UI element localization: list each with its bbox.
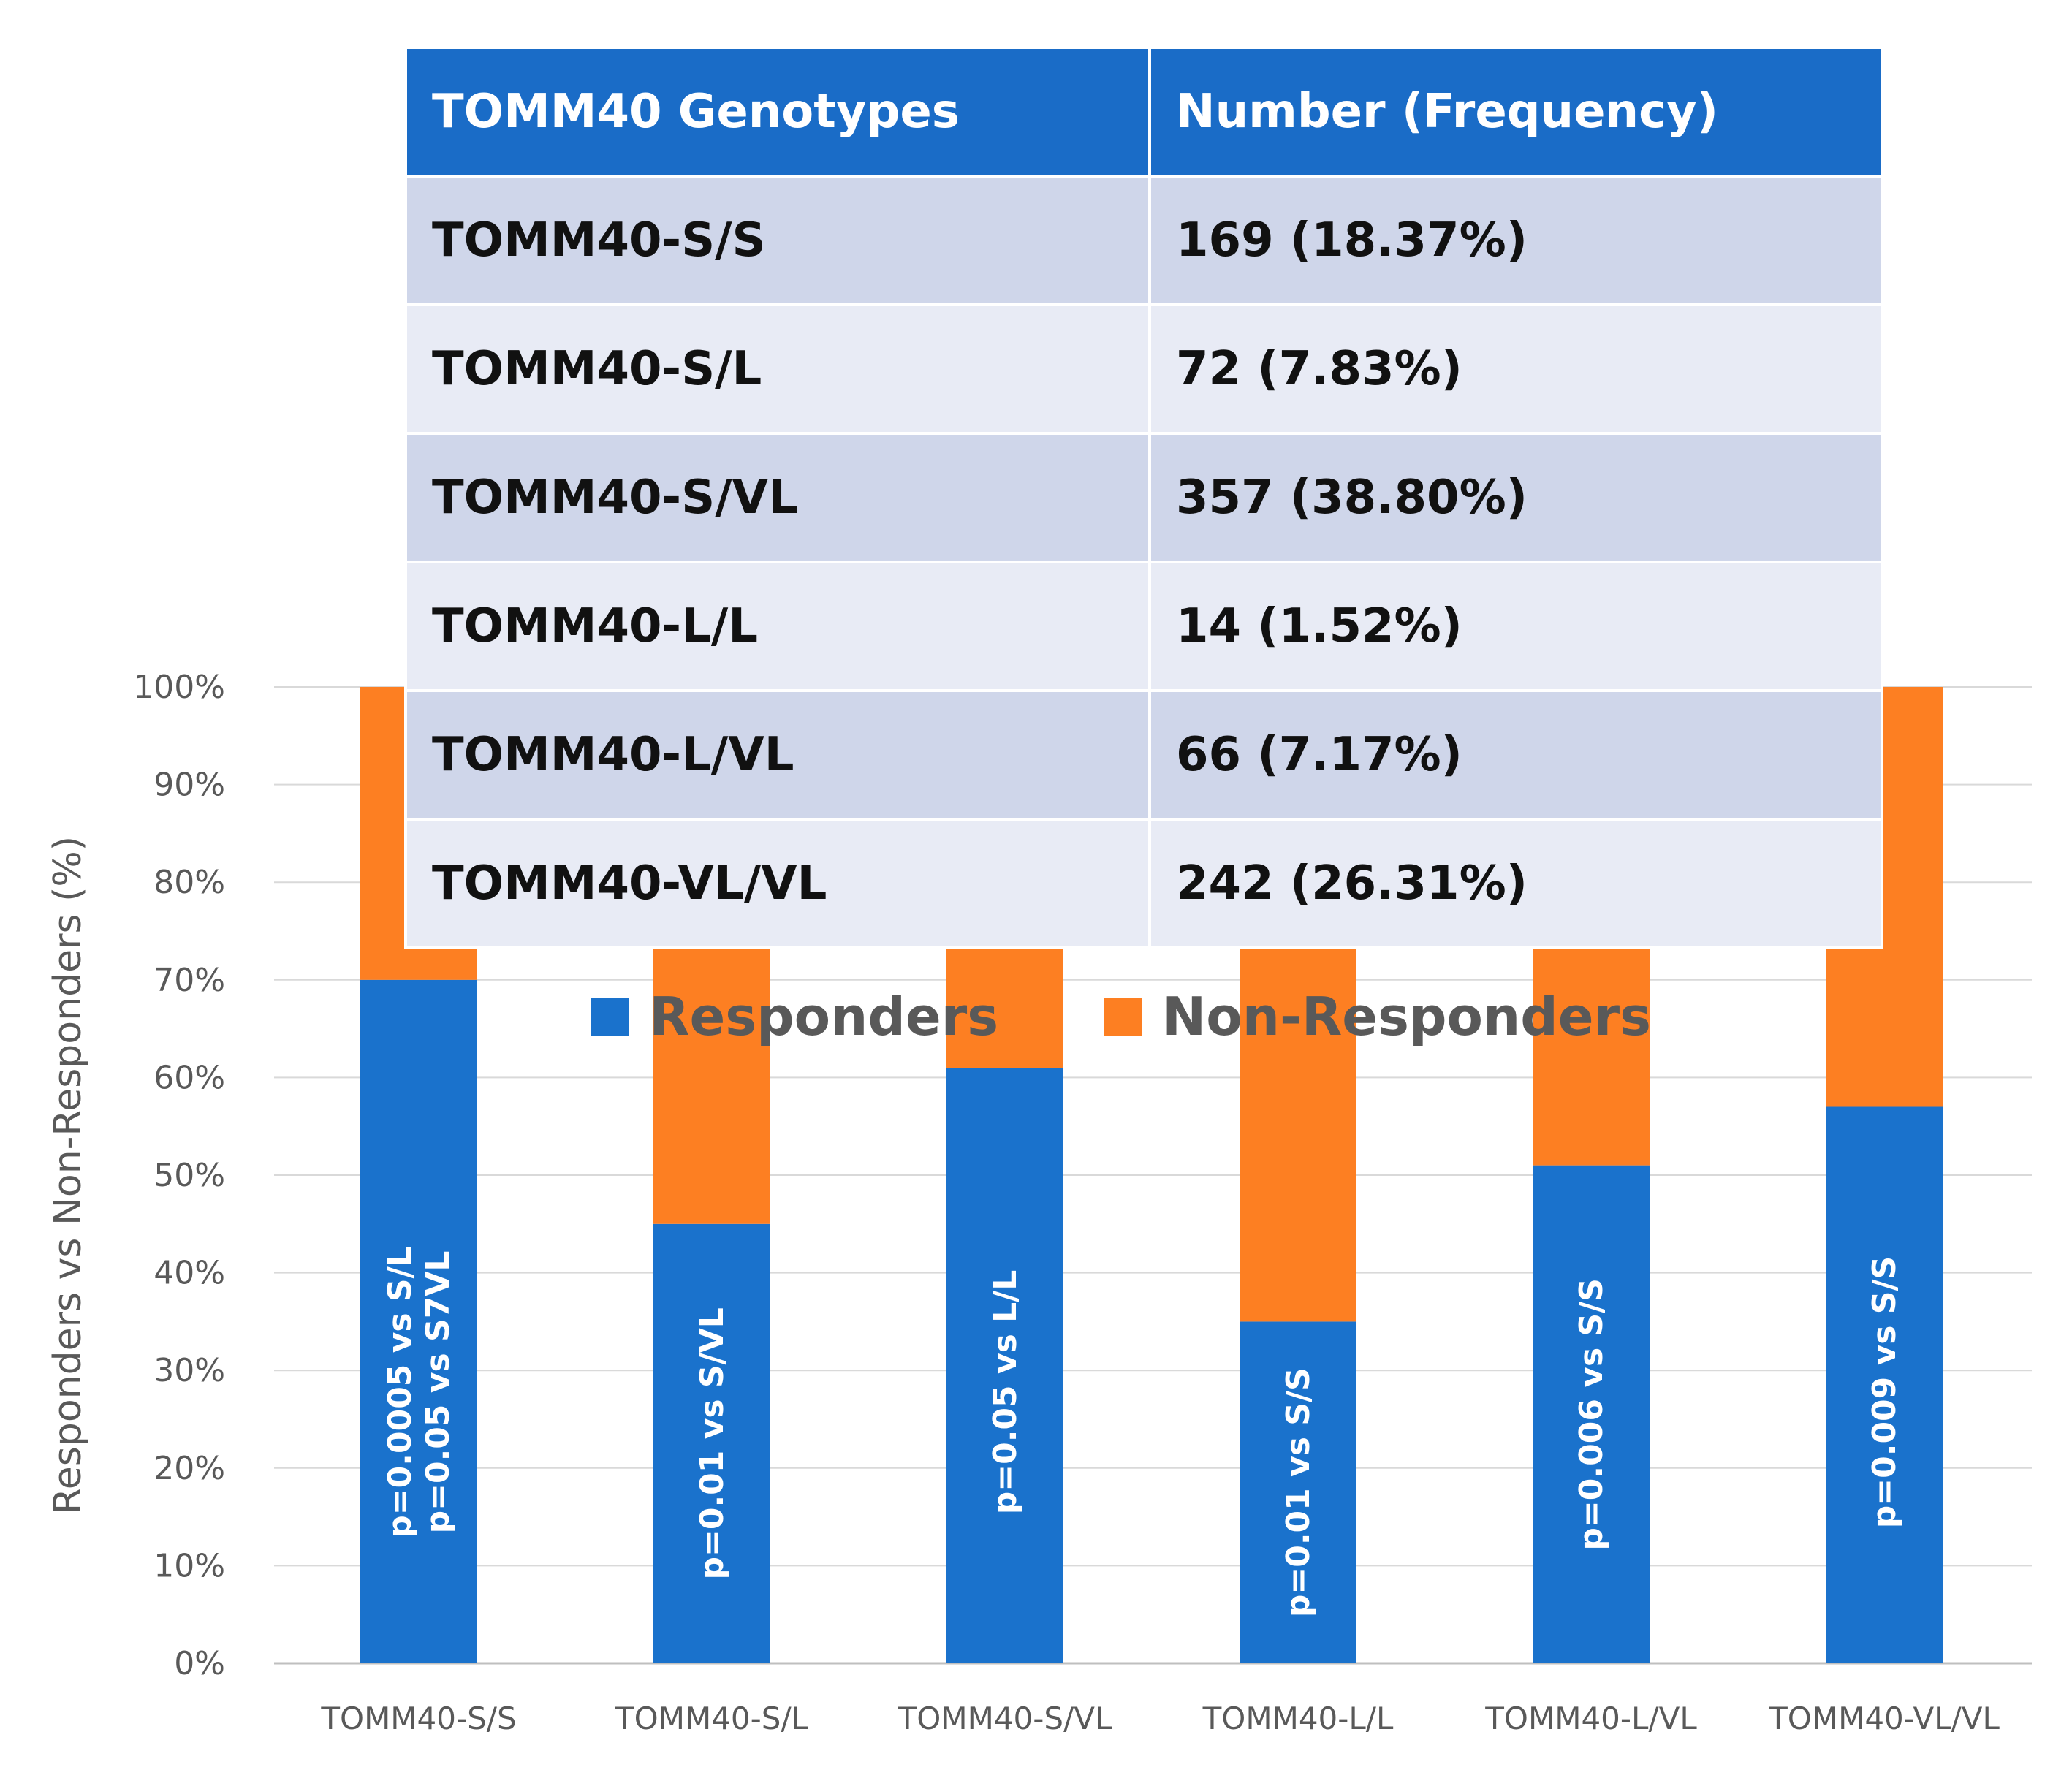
bar-responders xyxy=(360,979,477,1663)
bar-responders xyxy=(1826,1106,1943,1663)
y-tick-label: 0% xyxy=(174,1645,225,1682)
legend-swatch-non-responders xyxy=(1104,998,1142,1036)
y-tick-label: 70% xyxy=(153,962,225,999)
bar-pvalue-label: p=0.006 vs S/S xyxy=(1573,1278,1610,1550)
bar-pvalue-label: p=0.01 vs S/VL xyxy=(694,1307,731,1579)
bar-responders xyxy=(946,1068,1063,1663)
y-tick-label: 90% xyxy=(153,767,225,804)
y-axis-label: Responders vs Non-Responders (%) xyxy=(46,836,90,1514)
y-tick-label: 40% xyxy=(153,1255,225,1292)
header-genotypes: TOMM40 Genotypes xyxy=(404,46,1151,178)
x-tick-label: TOMM40-L/VL xyxy=(1484,1701,1697,1736)
legend-label-responders: Responders xyxy=(649,986,998,1047)
genotype-cell: TOMM40-L/VL xyxy=(404,689,1151,821)
frequency-cell: 169 (18.37%) xyxy=(1148,175,1883,306)
table-row: TOMM40-L/VL 66 (7.17%) xyxy=(404,689,1883,821)
y-axis-ticks: 0% 10% 20% 30% 40% 50% 60% 70% 80% 90% 100% xyxy=(133,669,225,1682)
legend: Responders Non-Responders xyxy=(591,986,1651,1047)
y-tick-label: 10% xyxy=(153,1547,225,1584)
table-row: TOMM40-VL/VL 242 (26.31%) xyxy=(404,818,1883,949)
x-tick-label: TOMM40-S/L xyxy=(615,1701,809,1736)
bar-pvalue-label: p=0.0005 vs S/L xyxy=(382,1246,419,1538)
x-tick-label: TOMM40-L/L xyxy=(1202,1701,1394,1736)
frequency-cell: 14 (1.52%) xyxy=(1148,561,1883,692)
x-axis-categories: TOMM40-S/S TOMM40-S/L TOMM40-S/VL TOMM40-L/… xyxy=(320,1701,2000,1736)
bar-pvalue-label: p=0.05 vs S7VL xyxy=(420,1251,457,1534)
bar-responders xyxy=(1533,1165,1650,1663)
bar-pvalue-label: p=0.01 vs S/S xyxy=(1280,1367,1317,1617)
frequency-cell: 242 (26.31%) xyxy=(1148,818,1883,949)
genotype-cell: TOMM40-VL/VL xyxy=(404,818,1151,949)
y-tick-label: 80% xyxy=(153,864,225,901)
genotype-frequency-table: TOMM40 Genotypes Number (Frequency) TOMM… xyxy=(404,46,1883,949)
x-tick-label: TOMM40-S/S xyxy=(320,1701,516,1736)
y-tick-label: 100% xyxy=(133,669,225,706)
table-row: TOMM40-L/L 14 (1.52%) xyxy=(404,561,1883,692)
genotype-cell: TOMM40-S/S xyxy=(404,175,1151,306)
x-tick-label: TOMM40-VL/VL xyxy=(1768,1701,2000,1736)
x-tick-label: TOMM40-S/VL xyxy=(898,1701,1112,1736)
genotype-cell: TOMM40-L/L xyxy=(404,561,1151,692)
bar-pvalue-label: p=0.009 vs S/S xyxy=(1866,1256,1903,1529)
table-row: TOMM40-S/L 72 (7.83%) xyxy=(404,303,1883,435)
bar-responders xyxy=(653,1223,770,1663)
bar-responders xyxy=(1240,1321,1356,1663)
genotype-cell: TOMM40-S/L xyxy=(404,303,1151,435)
frequency-cell: 72 (7.83%) xyxy=(1148,303,1883,435)
legend-swatch-responders xyxy=(591,998,629,1036)
frequency-cell: 357 (38.80%) xyxy=(1148,432,1883,563)
y-tick-label: 30% xyxy=(153,1352,225,1389)
bar-pvalue-label: p=0.05 vs L/L xyxy=(987,1270,1024,1515)
table-row: TOMM40-S/S 169 (18.37%) xyxy=(404,175,1883,306)
table-header-row: TOMM40 Genotypes Number (Frequency) xyxy=(404,46,1883,178)
legend-label-non-responders: Non-Responders xyxy=(1162,986,1651,1047)
frequency-cell: 66 (7.17%) xyxy=(1148,689,1883,821)
header-frequency: Number (Frequency) xyxy=(1148,46,1883,178)
y-tick-label: 50% xyxy=(153,1157,225,1194)
y-tick-label: 60% xyxy=(153,1059,225,1096)
table-row: TOMM40-S/VL 357 (38.80%) xyxy=(404,432,1883,563)
genotype-cell: TOMM40-S/VL xyxy=(404,432,1151,563)
y-tick-label: 20% xyxy=(153,1450,225,1487)
